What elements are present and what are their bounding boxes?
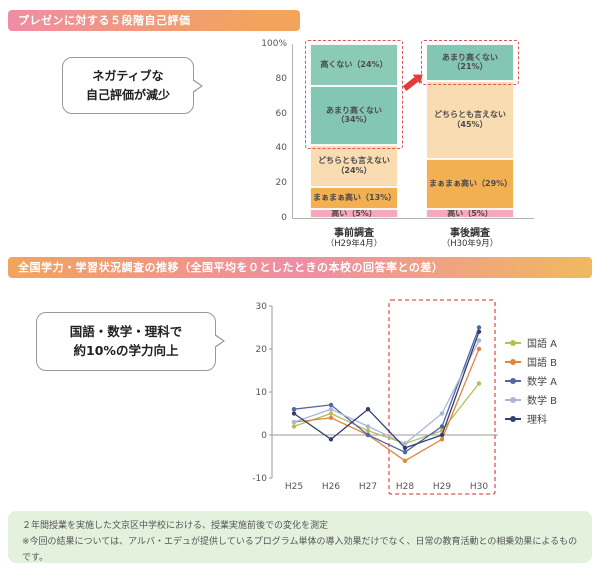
data-point	[402, 450, 408, 455]
data-point	[402, 441, 408, 446]
legend-item: 理科	[505, 409, 557, 428]
bar-segment: 高い（5%）	[426, 209, 514, 218]
highlight-box	[388, 299, 496, 495]
callout-text: 国語・数学・理科で	[69, 324, 183, 339]
line-chart: 30 20 10 0 -10 H25 H26 H27 H28 H29 H30	[252, 299, 498, 495]
y-tick-label: -10	[252, 474, 267, 484]
section2-header: 全国学力・学習状況調査の推移（全国平均を０としたときの本校の回答率との差）	[8, 257, 592, 278]
section2-callout-bubble: 国語・数学・理科で 約10%の学力向上	[36, 312, 225, 371]
legend-marker-icon	[505, 396, 521, 403]
bar-sublabel: （H29年4月）	[325, 239, 383, 249]
data-point	[291, 411, 297, 416]
x-tick-label: H27	[359, 482, 377, 492]
footnote-line: ※今回の結果については、アルバ・エデュが提供しているプログラム単体の導入効果だけ…	[22, 536, 578, 563]
data-point	[439, 411, 445, 416]
y-tick-label: 30	[256, 302, 268, 312]
series-line	[293, 327, 480, 453]
bar-segment: まぁまぁ高い（13%）	[310, 186, 398, 210]
callout-text: 約10%の学力向上	[73, 343, 179, 359]
legend-label: 数学 A	[527, 377, 558, 388]
x-tick-label: H26	[322, 482, 340, 492]
data-point	[439, 424, 445, 429]
legend-item: 数学 B	[505, 390, 557, 409]
data-point	[291, 407, 297, 412]
series-line	[293, 331, 480, 449]
x-tick-label: H28	[396, 482, 414, 492]
data-point	[365, 428, 371, 433]
y-tick-label: 10	[256, 388, 268, 398]
bar-segment: どちらとも言えない（24%）	[310, 144, 398, 187]
series-line	[293, 348, 480, 462]
bar-segment: 高い（5%）	[310, 209, 398, 218]
y-tick-label: 0	[261, 431, 267, 441]
bar-segment: あまり高くない（21%）	[426, 44, 514, 81]
data-point	[328, 402, 334, 408]
chart-legend: 国語 A 国語 B 数学 A 数学 B 理科	[505, 333, 557, 428]
legend-label: 国語 A	[527, 339, 558, 350]
bar-segment: あまり高くない（34%）	[310, 85, 398, 145]
bar-segment: 高くない（24%）	[310, 44, 398, 86]
footnote-line: ２年間授業を実施した文京区中学校における、授業実施前後での変化を測定	[22, 521, 329, 531]
legend-item: 国語 A	[505, 333, 557, 352]
y-axis-tick: 0	[281, 213, 287, 223]
section1-callout-bubble: ネガティブな 自己評価が減少	[62, 57, 203, 115]
data-point	[328, 415, 334, 420]
x-tick-label: H25	[285, 482, 303, 492]
footnote-box: ２年間授業を実施した文京区中学校における、授業実施前後での変化を測定 ※今回の結…	[8, 511, 592, 563]
legend-marker-icon	[505, 377, 521, 384]
y-axis-tick: 60	[275, 108, 287, 119]
data-point	[291, 424, 297, 429]
x-tick-label: H29	[433, 482, 451, 492]
bubble-tail	[214, 335, 223, 348]
legend-item: 数学 A	[505, 371, 557, 390]
bar-segment: どちらとも言えない（45%）	[426, 80, 514, 159]
stacked-bar: 高くない（24%） あまり高くない（34%） どちらとも言えない（24%） まぁまぁ高…	[310, 44, 398, 218]
data-point	[291, 419, 297, 425]
data-point	[476, 381, 482, 386]
data-point	[439, 432, 445, 438]
bar-label: 事後調査	[450, 228, 490, 239]
bar-label: 事前調査	[334, 228, 374, 239]
legend-marker-icon	[505, 358, 521, 365]
stacked-bar: あまり高くない（21%） どちらとも言えない（45%） まぁまぁ高い（29%） 高い（…	[426, 44, 514, 218]
y-axis-tick: 40	[275, 143, 287, 154]
data-point	[365, 424, 371, 429]
stacked-bar-chart: 100% 80 60 40 20 0 高くない（24%） あまり高くない（34%） どちらとも言…	[250, 34, 590, 250]
data-point	[328, 411, 334, 416]
legend-item: 国語 B	[505, 352, 557, 371]
legend-marker-icon	[505, 339, 521, 346]
bar-sublabel: （H30年9月）	[441, 239, 499, 249]
y-axis-line	[292, 44, 293, 218]
legend-marker-icon	[505, 415, 521, 422]
increase-arrow-icon	[402, 77, 419, 91]
data-point	[328, 437, 334, 442]
data-point	[402, 458, 408, 463]
y-axis-tick: 80	[275, 73, 287, 84]
data-point	[476, 325, 482, 330]
y-tick-label: 20	[256, 345, 268, 355]
data-point	[365, 407, 371, 412]
legend-label: 理科	[527, 415, 547, 426]
legend-label: 数学 B	[527, 396, 558, 407]
y-axis-tick: 100%	[261, 39, 287, 49]
data-point	[476, 329, 482, 334]
x-tick-label: H30	[470, 482, 488, 492]
data-point	[476, 346, 482, 352]
data-point	[402, 445, 408, 451]
data-point	[328, 407, 334, 412]
callout-text: ネガティブな	[92, 69, 164, 83]
x-axis-line	[292, 218, 534, 219]
data-point	[476, 338, 482, 343]
data-point	[439, 437, 445, 442]
callout-text: 自己評価が減少	[85, 87, 170, 102]
section1-header: プレゼンに対する５段階自己評価	[8, 10, 300, 31]
bubble-tail	[192, 79, 201, 92]
series-line	[293, 340, 480, 445]
legend-label: 国語 B	[527, 358, 558, 369]
data-point	[365, 432, 371, 438]
y-axis-tick: 20	[275, 178, 287, 189]
bar-segment: まぁまぁ高い（29%）	[426, 158, 514, 210]
